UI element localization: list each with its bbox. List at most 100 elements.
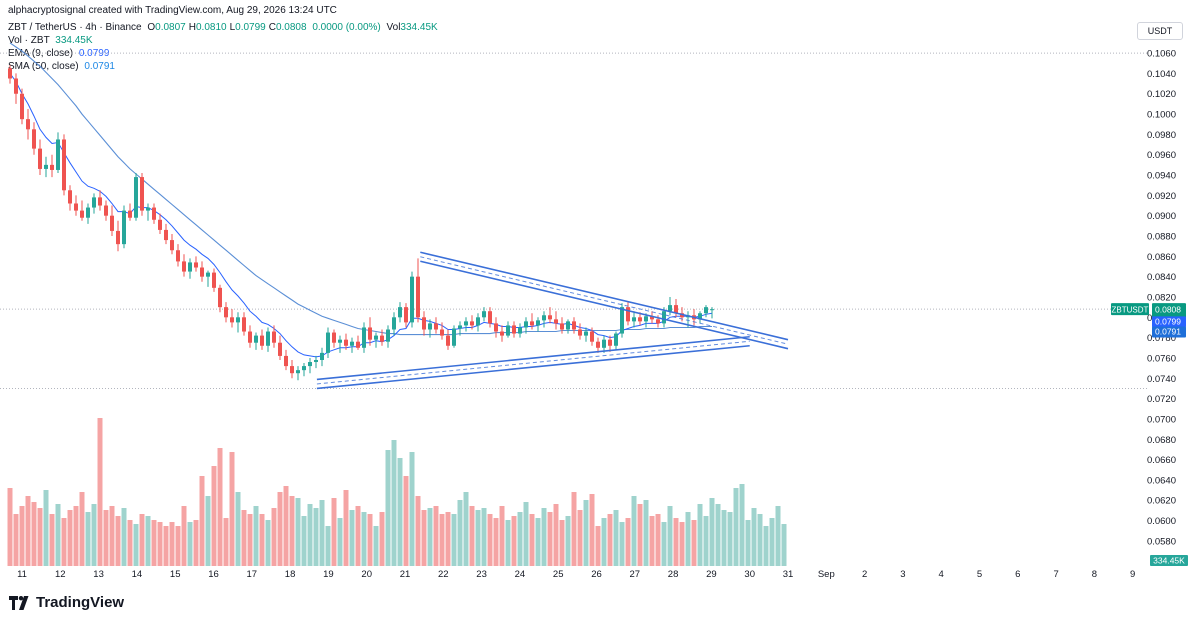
volume-bar [217,448,223,566]
candle-body [386,329,390,342]
volume-bar [199,476,205,566]
upper-trendline-inner [420,260,789,350]
volume-bar [451,514,457,566]
upper-trendline-mid [420,256,789,345]
legend-ohlc: O0.0807 H0.0810 L0.0799 C0.0808 [144,22,306,33]
candle-body [224,307,228,318]
candle-body [608,339,612,346]
volume-bar [319,500,325,566]
y-tick-label: 0.1040 [1147,69,1176,80]
volume-bar [685,512,691,566]
brand-footer[interactable]: TradingView [9,594,124,611]
volume-bar [265,520,271,566]
legend-sma-row[interactable]: SMA (50, close) 0.0791 [8,60,438,73]
volume-bar [187,522,193,566]
currency-selector[interactable]: USDT [1137,22,1183,40]
x-tick-label: 6 [1015,569,1020,580]
volume-bar [481,508,487,566]
legend-sma-value: 0.0791 [84,61,115,72]
candle-body [110,215,114,231]
volume-bar [361,512,367,566]
legend-volume-row[interactable]: Vol · ZBT 334.45K [8,34,438,47]
volume-bar [535,518,541,566]
volume-bar [97,418,103,566]
volume-bar [391,440,397,566]
volume-bar [25,496,31,566]
candle-body [80,210,84,218]
legend-sma-label: SMA (50, close) [8,61,79,72]
y-tick-label: 0.1060 [1147,49,1176,60]
candle-body [20,93,24,120]
legend-symbol[interactable]: ZBT / TetherUS · 4h · Binance [8,22,142,33]
volume-bar [715,504,721,566]
legend-ema-row[interactable]: EMA (9, close) 0.0799 [8,47,438,60]
x-tick-label: 11 [17,569,27,580]
candle-body [494,323,498,332]
volume-bar [721,510,727,566]
candle-body [704,307,708,314]
volume-bar [277,492,283,566]
candle-body [206,272,210,277]
candle-body [218,287,222,308]
candle-body [146,207,150,211]
candle-body [596,341,600,348]
volume-bar [547,512,553,566]
candle-body [14,78,18,94]
candle-body [566,321,570,330]
volume-bar [445,512,451,566]
candle-body [272,331,276,343]
candle-body [398,307,402,318]
volume-bar [91,504,97,566]
volume-bar [127,520,133,566]
legend-ema-value: 0.0799 [78,48,110,59]
time-axis[interactable]: 11 12 13 14 15 16 17 18 19 20 21 22 23 24 25 26 27 28 29 30… [17,569,1135,580]
candle-body [278,342,282,356]
volume-bar [109,506,115,566]
volume-bar [487,514,493,566]
volume-bar [379,512,385,566]
y-tick-label: 0.0840 [1147,272,1176,283]
x-tick-label: 20 [361,569,372,580]
volume-bar [223,518,229,566]
volume-bar [79,492,85,566]
volume-bar [373,526,379,566]
x-tick-label: 16 [208,569,219,580]
y-tick-label: 0.1000 [1147,110,1176,121]
x-tick-label: 15 [170,569,181,580]
volume-bar [253,506,259,566]
x-tick-label: 17 [247,569,258,580]
candle-body [302,366,306,371]
y-tick-label: 0.0760 [1147,353,1176,364]
candle-body [68,190,72,204]
sma-line [9,42,712,336]
candle-body [350,341,354,346]
chart-credit-line: alphacryptosignal created with TradingVi… [8,5,337,16]
volume-bar [439,514,445,566]
x-tick-label: 4 [939,569,944,580]
volume-bar [205,496,211,566]
volume-bar [463,492,469,566]
volume-bar [511,516,517,566]
candle-body [662,311,666,324]
volume-bar [457,500,463,566]
volume-bar [157,522,163,566]
y-tick-label: 0.0780 [1147,333,1176,344]
legend-vol-value: 334.45K [400,22,438,33]
legend-ohlc-label: O [147,22,156,33]
candle-body [512,325,516,334]
candle-body [98,197,102,206]
volume-bar [295,498,301,566]
y-tick-label: 0.1020 [1147,89,1176,100]
volume-bar [247,514,253,566]
volume-bar [763,526,769,566]
candle-body [446,335,450,346]
price-axis[interactable]: 0.1060 0.1040 0.1020 0.1000 0.0980 0.0960 0.09… [1147,49,1176,548]
candle-body [326,332,330,353]
candle-body [242,317,246,332]
volume-bar [7,488,13,566]
x-tick-label: 14 [132,569,143,580]
legend-ema-label: EMA (9, close) [8,48,74,59]
triangle-pattern[interactable] [316,251,789,390]
